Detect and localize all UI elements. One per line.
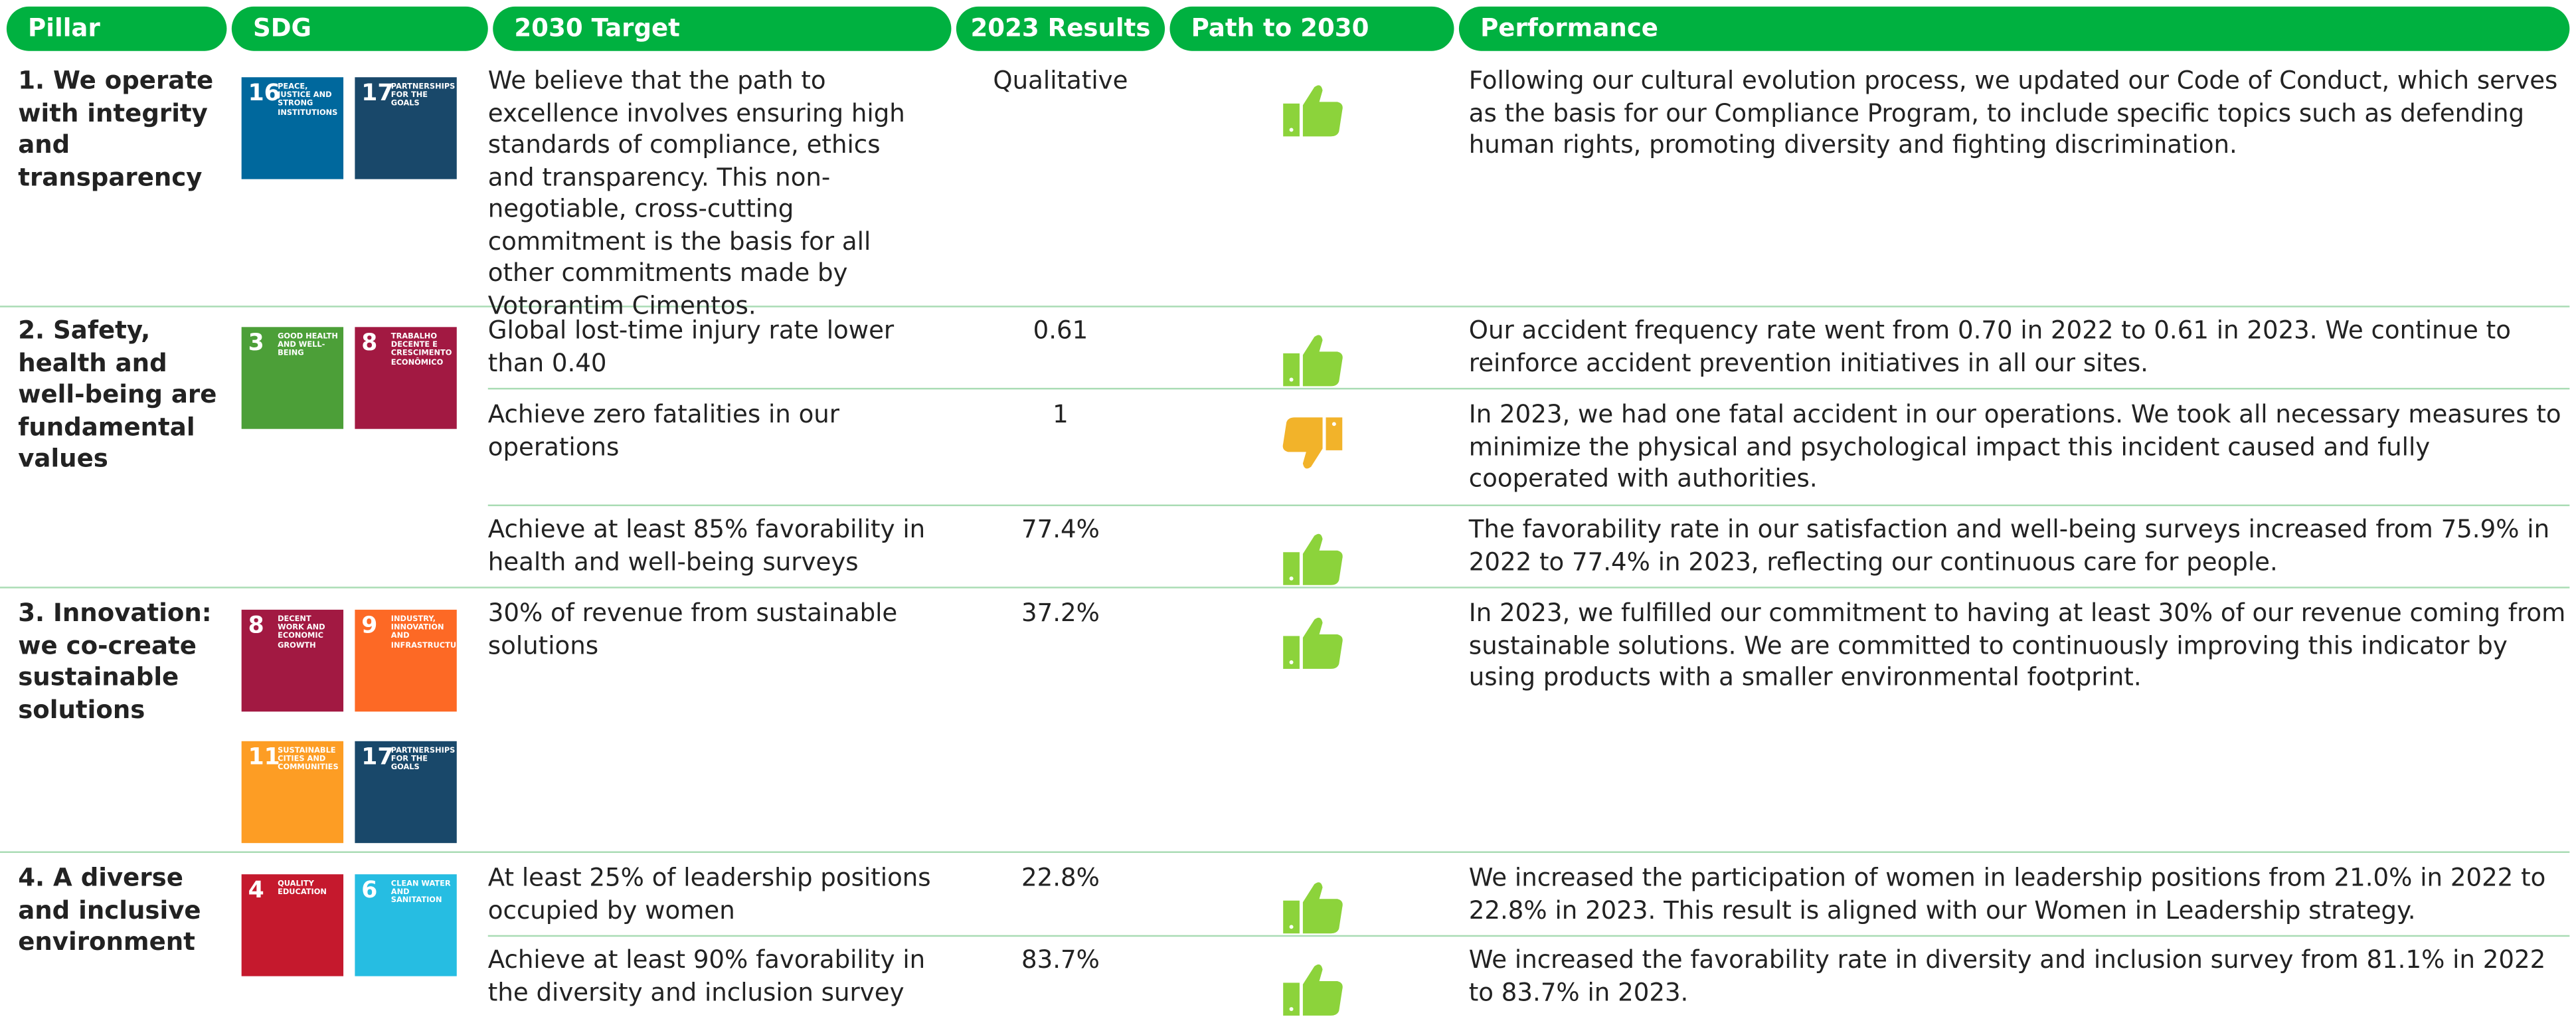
column-header: Pillar [6, 6, 227, 51]
sdg-icon: 17 PARTNERSHIPS FOR THE GOALS [355, 77, 457, 179]
column-header: Performance [1458, 6, 2570, 51]
sdg-label: SUSTAINABLE CITIES AND COMMUNITIES [278, 747, 339, 773]
sdg-icon: 9 INDUSTRY, INNOVATION AND INFRASTRUCTURE [355, 609, 457, 712]
separator [0, 587, 2570, 589]
separator [487, 504, 2570, 506]
target: Achieve at least 90% favorability in the… [487, 945, 926, 1007]
performance: Our accident frequency rate went from 0.… [1468, 316, 2511, 377]
performance: In 2023, we fulfilled our commitment to … [1468, 598, 2566, 692]
thumbs-down [1282, 417, 1343, 469]
thumbs-up [1283, 964, 1343, 1016]
sdg-icon: 8 TRABALHO DECENTE E CRESCIMENTO ECONÔMIC… [355, 327, 457, 429]
target: Global lost-time injury rate lower than … [487, 316, 895, 377]
sdg-icon: 4 QUALITY EDUCATION [241, 874, 344, 976]
sdg-icon: 3 GOOD HEALTH AND WELL-BEING [241, 327, 344, 429]
column-header: SDG [231, 6, 488, 51]
sdg-label: PEACE, JUSTICE AND STRONG INSTITUTIONS [278, 84, 338, 118]
performance: Following our cultural evolution process… [1468, 65, 2558, 159]
sdg-number: 8 [361, 330, 378, 357]
sdg-number: 3 [248, 330, 264, 357]
result: 37.2% [1021, 598, 1100, 628]
target: Achieve zero fatalities in our operation… [487, 399, 840, 461]
sdg-number: 17 [361, 80, 394, 107]
separator [0, 851, 2570, 854]
performance: We increased the participation of women … [1468, 862, 2546, 925]
thumbs-up [1283, 617, 1343, 669]
sdg-icon: 16 PEACE, JUSTICE AND STRONG INSTITUTIONS [241, 77, 344, 179]
result: Qualitative [993, 65, 1128, 96]
target: Achieve at least 85% favorability in hea… [487, 514, 926, 577]
pillar-name: 1. We operate with integrity and transpa… [18, 65, 214, 192]
sdg-label: TRABALHO DECENTE E CRESCIMENTO ECONÔMICO [390, 333, 452, 368]
sdg-number: 16 [248, 80, 280, 107]
separator [487, 935, 2570, 937]
sdg-label: INDUSTRY, INNOVATION AND INFRASTRUCTURE [390, 616, 457, 650]
sdg-label: QUALITY EDUCATION [278, 881, 327, 898]
result: 83.7% [1021, 945, 1100, 975]
result: 22.8% [1021, 862, 1100, 893]
target: 30% of revenue from sustainable solution… [487, 598, 898, 660]
sdg-number: 11 [248, 744, 280, 771]
sdg-number: 17 [361, 744, 394, 771]
sdg-icon: 11 SUSTAINABLE CITIES AND COMMUNITIES [241, 741, 344, 844]
pillar-name: 4. A diverse and inclusive environment [18, 862, 201, 957]
sdg-number: 6 [361, 878, 378, 904]
sdg-label: DECENT WORK AND ECONOMIC GROWTH [278, 616, 325, 650]
sdg-icon: 17 PARTNERSHIPS FOR THE GOALS [355, 741, 457, 844]
separator [487, 387, 2570, 390]
thumbs-up [1283, 335, 1343, 387]
pillar-name: 3. Innovation: we co-create sustainable … [18, 598, 212, 724]
sdg-label: GOOD HEALTH AND WELL-BEING [278, 333, 338, 359]
performance: The favorability rate in our satisfactio… [1468, 514, 2550, 577]
thumbs-up [1283, 85, 1343, 137]
column-header: Path to 2030 [1169, 6, 1454, 51]
sdg-label: PARTNERSHIPS FOR THE GOALS [390, 84, 456, 110]
target: We believe that the path to excellence i… [487, 65, 905, 320]
result: 77.4% [1021, 514, 1100, 544]
sdg-number: 4 [248, 878, 264, 904]
performance: We increased the favorability rate in di… [1468, 945, 2546, 1007]
column-header: 2030 Target [493, 6, 952, 51]
sdg-label: PARTNERSHIPS FOR THE GOALS [390, 747, 456, 773]
sdg-icon: 6 CLEAN WATER AND SANITATION [355, 874, 457, 976]
sdg-number: 8 [248, 612, 264, 640]
sdg-label: CLEAN WATER AND SANITATION [390, 881, 451, 907]
sdg-number: 9 [361, 612, 378, 640]
separator [0, 306, 2570, 308]
thumbs-up [1283, 882, 1343, 934]
column-header: 2023 Results [956, 6, 1165, 51]
thumbs-up [1283, 533, 1343, 585]
target: At least 25% of leadership positions occ… [487, 862, 931, 925]
performance: In 2023, we had one fatal accident in ou… [1468, 399, 2561, 494]
sdg-icon: 8 DECENT WORK AND ECONOMIC GROWTH [241, 609, 344, 712]
pillar-name: 2. Safety, health and well-being are fun… [18, 316, 217, 474]
result: 0.61 [1033, 316, 1088, 345]
result: 1 [1053, 399, 1069, 429]
